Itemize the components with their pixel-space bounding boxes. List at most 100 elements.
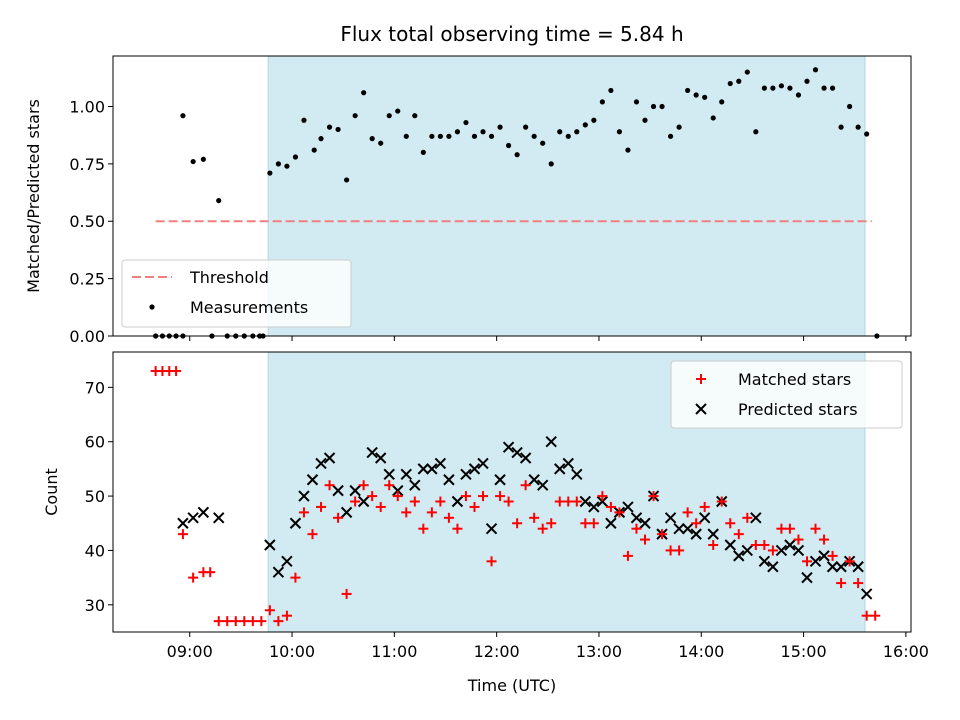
measurement-point	[200, 156, 206, 162]
predicted-stars-point	[579, 495, 592, 508]
matched-stars-point	[409, 496, 420, 507]
matched-stars-point	[384, 480, 395, 491]
predicted-stars-point	[733, 550, 745, 562]
legend-matched-swatch	[696, 374, 706, 384]
matched-stars-point	[657, 529, 668, 540]
measurement-point	[753, 129, 759, 135]
predicted-stars-point	[502, 441, 515, 453]
predicted-stars-point	[374, 452, 387, 464]
matched-stars-point	[648, 491, 659, 502]
measurement-point	[412, 113, 418, 119]
predicted-stars-point	[400, 468, 412, 481]
matched-stars-point	[810, 523, 821, 534]
predicted-stars-point	[434, 457, 447, 470]
predicted-stars-point	[289, 517, 302, 529]
measurement-point	[275, 161, 281, 167]
matched-stars-point	[205, 567, 216, 578]
measurement-point	[744, 69, 750, 75]
top-plot-frame	[112, 55, 912, 337]
x-tick-label: 12:00	[474, 642, 520, 661]
predicted-stars-point	[818, 550, 830, 562]
predicted-stars-point	[323, 452, 336, 464]
measurement-point	[770, 85, 776, 91]
top-y-axis-label: Matched/Predicted stars	[24, 99, 43, 293]
predicted-stars-point	[197, 506, 210, 519]
matched-stars-point	[367, 491, 378, 502]
predicted-stars-point	[562, 457, 574, 470]
predicted-stars-point	[605, 517, 617, 529]
measurement-point	[531, 133, 537, 139]
matched-stars-layer	[150, 366, 881, 627]
measurement-point	[471, 133, 478, 139]
measurement-point	[446, 133, 452, 139]
predicted-stars-point	[784, 539, 796, 551]
measurement-point	[804, 78, 810, 84]
matched-stars-point	[239, 616, 250, 627]
x-tick-label: 11:00	[371, 642, 417, 661]
predicted-stars-point	[750, 512, 762, 524]
observing-window-shade-top	[267, 55, 866, 337]
measurement-point	[378, 140, 384, 146]
legend-threshold-label: Threshold	[189, 268, 269, 287]
x-tick-label: 10:00	[269, 642, 315, 661]
top-y-ticks: 0.00 0.25 0.50 0.75 1.00	[69, 97, 113, 346]
predicted-stars-point	[477, 457, 489, 470]
predicted-stars-point	[315, 457, 327, 470]
predicted-stars-point	[366, 446, 378, 459]
measurements-layer	[153, 67, 880, 339]
matched-stars-point	[520, 480, 531, 491]
top-y-tick-label: 0.50	[69, 212, 105, 231]
predicted-stars-point	[485, 522, 498, 535]
bottom-y-axis-label: Count	[42, 468, 61, 516]
matched-stars-point	[264, 605, 275, 616]
matched-stars-point	[512, 518, 523, 529]
predicted-stars-point	[554, 463, 566, 475]
x-axis-label: Time (UTC)	[467, 676, 556, 695]
predicted-stars-point	[281, 555, 293, 568]
predicted-stars-point	[426, 463, 438, 475]
matched-stars-point	[750, 540, 761, 551]
predicted-stars-point	[494, 474, 506, 486]
measurement-point	[821, 85, 827, 91]
measurement-point	[633, 99, 640, 105]
ratio-panel: 0.00 0.25 0.50 0.75 1.00 Matched/Predicted s…	[24, 55, 912, 346]
matched-stars-point	[640, 534, 650, 545]
matched-stars-point	[665, 545, 676, 556]
measurement-point	[344, 177, 350, 183]
matched-stars-point	[691, 518, 702, 529]
matched-stars-point	[605, 501, 616, 512]
predicted-stars-point	[357, 495, 370, 508]
x-tick-label: 16:00	[883, 642, 929, 661]
measurement-point	[608, 87, 614, 94]
predicted-stars-point	[392, 484, 404, 497]
measurement-point	[727, 80, 733, 87]
matched-stars-point	[614, 507, 625, 518]
measurement-point	[454, 129, 461, 135]
matched-stars-point	[674, 545, 685, 556]
bottom-plot-frame	[112, 351, 912, 633]
legend-measurements-swatch	[149, 304, 155, 310]
matched-stars-point	[759, 540, 770, 551]
measurement-point	[369, 136, 375, 142]
matched-stars-point	[819, 534, 830, 545]
matched-stars-point	[281, 610, 292, 621]
matched-stars-point	[333, 512, 344, 523]
matched-stars-point	[401, 507, 412, 518]
matched-stars-point	[469, 501, 480, 512]
measurement-point	[685, 87, 691, 94]
x-tick-label: 14:00	[678, 642, 724, 661]
measurement-point	[667, 133, 674, 139]
top-y-tick-label: 1.00	[69, 97, 105, 116]
measurement-point	[216, 197, 222, 204]
measurement-point	[318, 136, 324, 142]
bottom-legend-box	[670, 360, 903, 429]
predicted-stars-point	[596, 495, 609, 508]
top-y-tick-label: 0.00	[69, 327, 105, 346]
measurement-point	[855, 124, 861, 130]
matched-stars-point	[861, 610, 872, 621]
predicted-stars-point	[860, 588, 873, 600]
measurement-point	[574, 129, 580, 135]
matched-stars-point	[836, 578, 847, 589]
measurement-point	[812, 67, 819, 73]
matched-stars-point	[375, 501, 386, 512]
